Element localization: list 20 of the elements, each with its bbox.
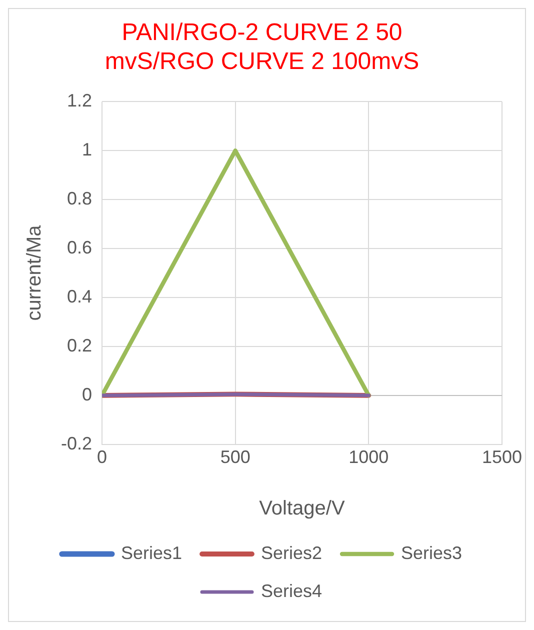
x-tick-label: 0 (97, 447, 108, 468)
text: mvS/RGO CURVE 2 100mvS (104, 48, 420, 75)
x-axis-title: Voltage/V (259, 498, 346, 520)
y-tick-label: 0.4 (66, 286, 92, 306)
legend-label: Series3 (401, 542, 462, 563)
x-tick-label: 500 (220, 447, 250, 468)
text: PANI/RGO-2 CURVE 2 50 (122, 19, 402, 46)
legend-label: Series4 (260, 580, 322, 601)
y-tick-label: 0.2 (66, 335, 92, 356)
y-tick-label: 0 (82, 384, 92, 404)
y-tick-label: 0.8 (66, 188, 92, 209)
y-tick-label: 0.6 (66, 237, 92, 258)
y-axis-title: current/Ma (24, 224, 46, 321)
y-tick-label: -0.2 (60, 433, 92, 454)
x-tick-label: 1000 (348, 447, 389, 468)
legend-label: Series1 (120, 542, 182, 563)
x-tick-label: 1500 (482, 447, 522, 468)
legend-label: Series2 (260, 542, 322, 563)
y-tick-label: 1 (82, 140, 92, 160)
y-tick-label: 1.2 (66, 90, 92, 111)
